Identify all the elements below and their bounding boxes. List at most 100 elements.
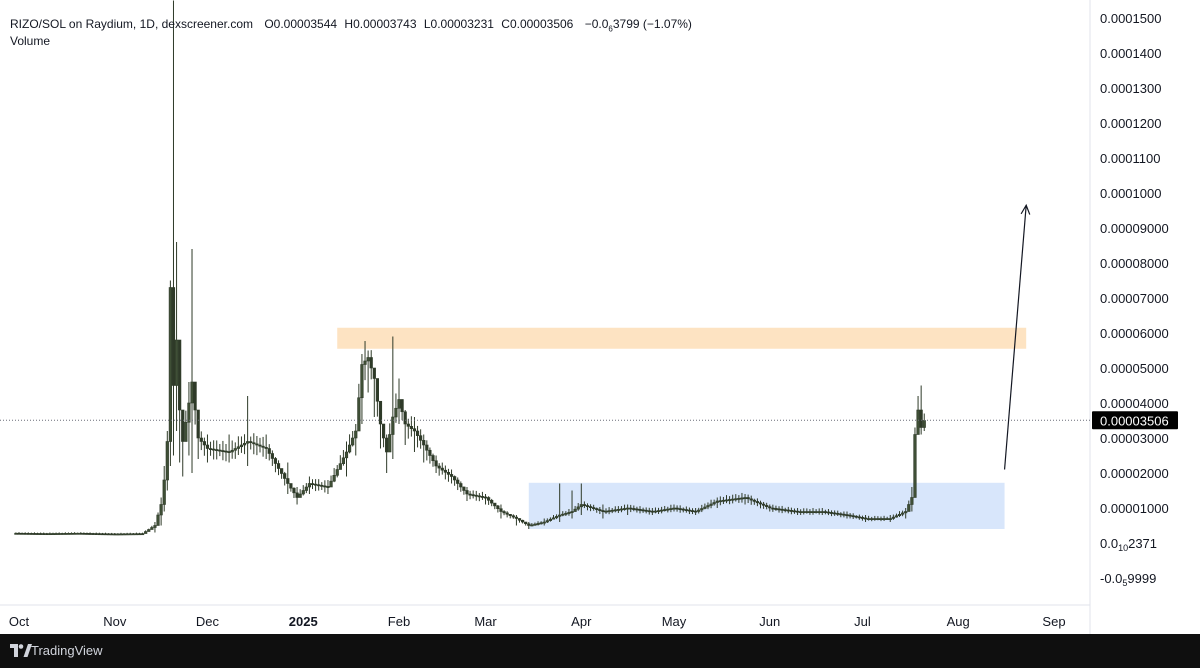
candle-body xyxy=(354,430,358,439)
candle-body xyxy=(487,497,491,501)
candle-body xyxy=(897,513,902,516)
candle-body xyxy=(755,501,760,504)
candle-body xyxy=(57,533,61,535)
candle-body xyxy=(493,502,497,507)
candle-body xyxy=(110,533,114,536)
candle-body xyxy=(347,444,352,453)
y-tick-label: 0.0001400 xyxy=(1100,46,1161,61)
candle-body xyxy=(369,357,373,369)
candle-body xyxy=(786,509,790,512)
candle-body xyxy=(224,450,228,453)
change-main: −0.0 xyxy=(584,17,609,31)
open-label: O xyxy=(264,17,274,31)
candle-body xyxy=(338,463,342,470)
legend-ohlc: RIZO/SOL on Raydium, 1D, dexscreener.com… xyxy=(10,17,692,33)
candle-body xyxy=(777,508,781,511)
candle-body xyxy=(205,444,210,449)
candle-body xyxy=(836,512,840,515)
candle-body xyxy=(140,533,145,536)
candle-body xyxy=(876,518,880,521)
candle-body xyxy=(388,434,392,453)
candle-body xyxy=(378,400,383,425)
candle-body xyxy=(230,449,234,453)
candle-body xyxy=(363,360,367,365)
candle-body xyxy=(323,485,327,488)
candle-body xyxy=(409,426,413,429)
chart-area[interactable]: Oct Nov Dec 2025 Feb Mar Apr May Jun Jul Aug Sep 0.… xyxy=(0,0,1200,634)
candle-body xyxy=(533,523,537,526)
candle-body xyxy=(681,508,685,511)
x-tick-label: Jul xyxy=(854,614,871,629)
candle-body xyxy=(833,512,837,515)
candle-body xyxy=(434,460,438,467)
candle-body xyxy=(134,533,139,536)
price-chart[interactable]: Oct Nov Dec 2025 Feb Mar Apr May Jun Jul Aug Sep 0.… xyxy=(0,0,1200,634)
candle-body xyxy=(675,507,679,510)
candle-body xyxy=(799,511,803,514)
change-tail: 3799 (−1.07%) xyxy=(612,17,692,31)
candle-body xyxy=(613,509,617,512)
candle-body xyxy=(901,512,905,515)
candle-body xyxy=(644,509,648,512)
candle-body xyxy=(437,465,441,469)
candle-body xyxy=(746,497,750,500)
candle-body xyxy=(372,367,376,379)
candle-body xyxy=(626,507,630,510)
candle-body xyxy=(527,523,531,526)
candle-body xyxy=(381,423,386,439)
candle-body xyxy=(551,517,556,520)
candle-body xyxy=(317,484,321,487)
candle-body xyxy=(703,506,707,509)
candle-body xyxy=(619,508,624,511)
candle-body xyxy=(190,381,194,404)
high-value: 0.00003743 xyxy=(353,17,417,31)
last-price-tag xyxy=(1092,411,1178,430)
candle-body xyxy=(483,496,488,499)
candle-body xyxy=(295,492,299,498)
candle-body xyxy=(215,449,219,452)
footer-bar: TradingView xyxy=(0,634,1200,668)
candle-body xyxy=(289,483,293,489)
candle-body xyxy=(425,444,429,451)
y-tick-label: 0.00009000 xyxy=(1100,221,1169,236)
candle-body xyxy=(542,521,546,524)
candle-body xyxy=(731,498,735,501)
candle-body xyxy=(758,502,763,505)
candle-body xyxy=(184,421,188,442)
y-tick-label: 0.00001000 xyxy=(1100,501,1169,516)
candle-body xyxy=(406,423,410,427)
candle-body xyxy=(286,478,290,484)
candle-body xyxy=(88,533,92,535)
candle-body xyxy=(712,502,716,505)
candle-body xyxy=(922,420,926,428)
candle-body xyxy=(310,483,315,486)
candle-body xyxy=(697,509,701,512)
candle-body xyxy=(585,505,590,508)
candle-body xyxy=(443,469,447,473)
candle-body xyxy=(45,533,49,536)
close-value: 0.00003506 xyxy=(509,17,574,31)
candle-body xyxy=(545,520,549,523)
candle-body xyxy=(848,514,852,517)
last-price-tag-label: 0.00003506 xyxy=(1100,413,1169,428)
candle-body xyxy=(39,533,43,535)
candle-body xyxy=(66,533,71,535)
candle-body xyxy=(412,428,417,432)
candle-body xyxy=(520,519,525,523)
candle-body xyxy=(26,533,30,535)
candle-body xyxy=(97,533,101,536)
candle-body xyxy=(653,510,658,513)
candle-body xyxy=(221,450,225,453)
candle-body xyxy=(283,473,287,479)
candle-body xyxy=(415,430,420,436)
candle-body xyxy=(808,511,812,514)
candle-body xyxy=(678,508,682,511)
candle-body xyxy=(298,493,302,498)
candle-body xyxy=(150,527,154,530)
candle-body xyxy=(258,444,262,447)
overlays-layer xyxy=(0,0,1091,634)
candle-body xyxy=(212,448,216,451)
candle-body xyxy=(601,510,605,513)
candle-body xyxy=(400,399,404,413)
candle-body xyxy=(885,518,889,521)
